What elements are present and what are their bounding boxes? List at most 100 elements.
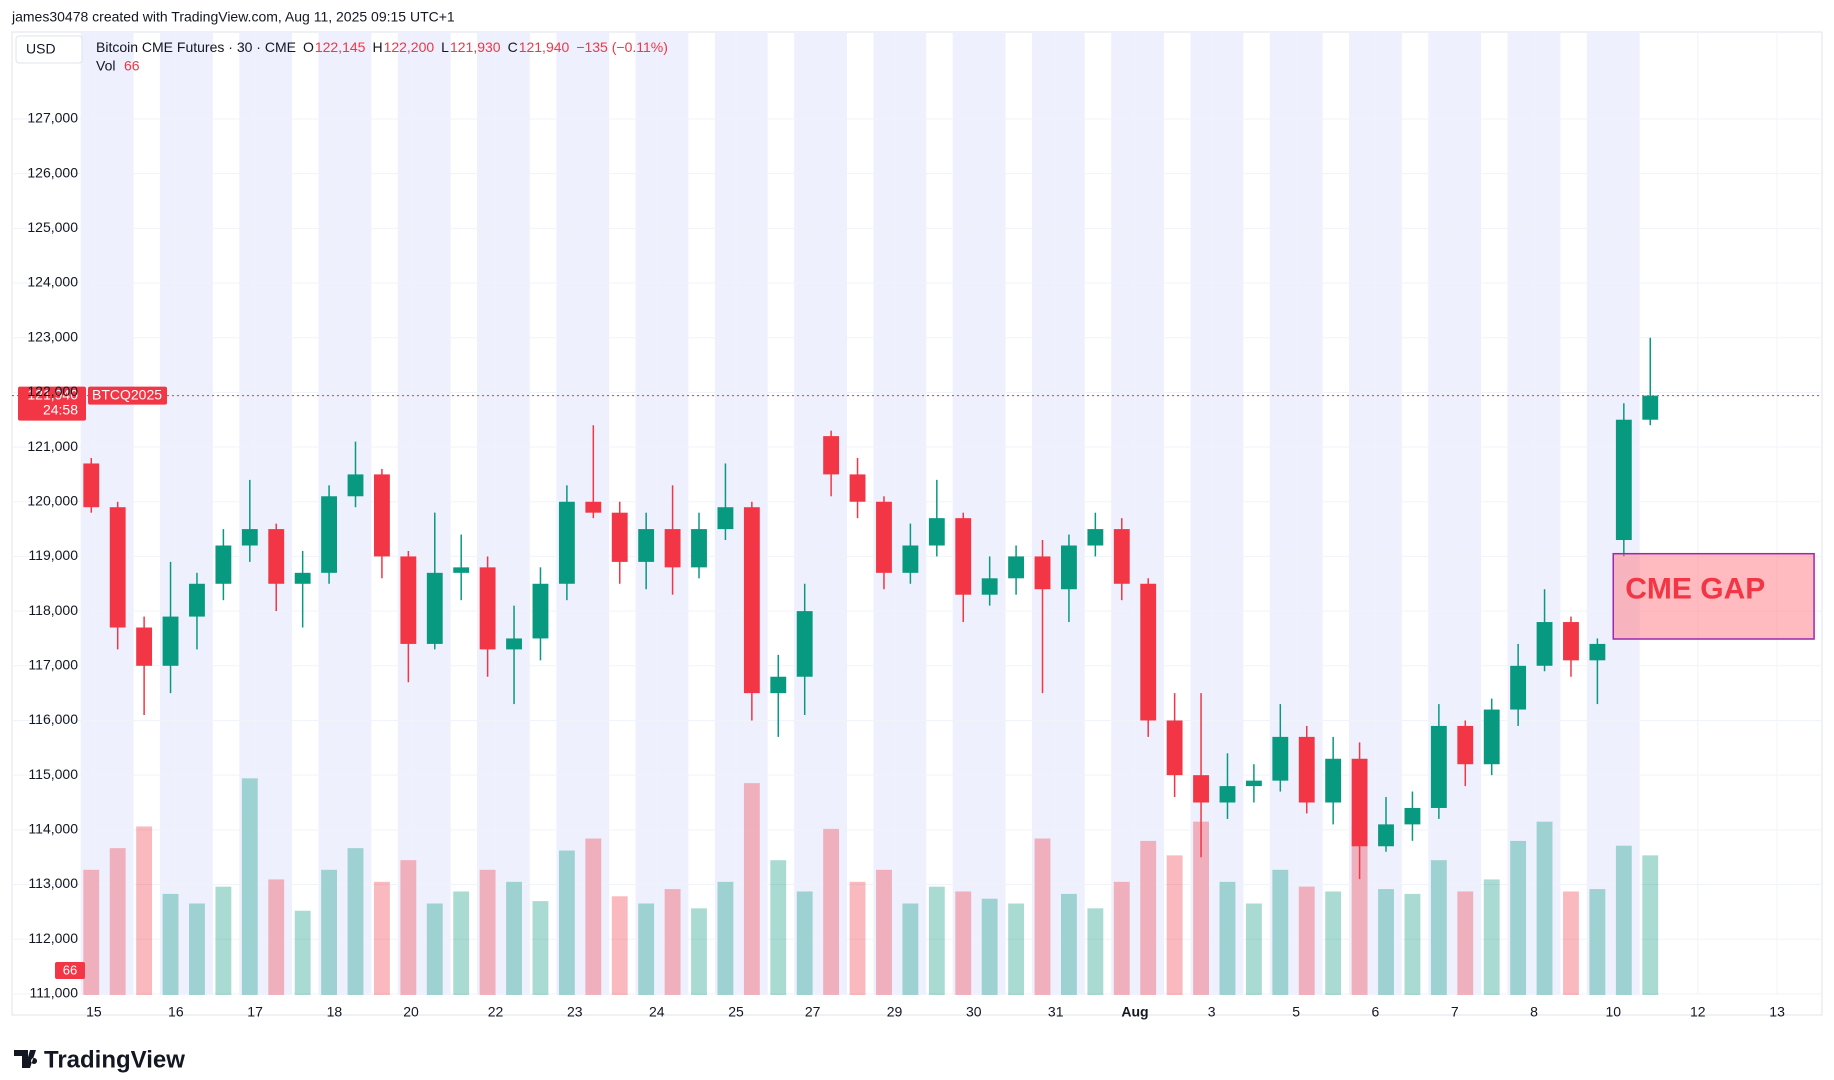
candle-body xyxy=(849,474,866,502)
candle-body xyxy=(1563,622,1579,661)
y-tick-label: 116,000 xyxy=(28,711,78,727)
volume-bar xyxy=(162,893,179,995)
x-tick-label: 5 xyxy=(1292,1004,1300,1020)
candle-body xyxy=(1483,709,1500,765)
candles xyxy=(83,337,1659,880)
candle-body xyxy=(1642,395,1659,420)
volume-legend-name: Vol xyxy=(96,58,115,74)
symbol-tag: BTCQ2025 xyxy=(92,386,162,402)
session-band xyxy=(159,32,213,995)
legend-value: 121,940 xyxy=(519,39,570,55)
volume-bar xyxy=(770,860,787,995)
candle-body xyxy=(189,583,205,617)
volume-bar xyxy=(1193,821,1209,995)
candle-body xyxy=(1061,545,1077,590)
candle-body xyxy=(1272,736,1289,781)
candle-body xyxy=(902,545,919,573)
candle-body xyxy=(585,501,602,513)
x-tick-label: 25 xyxy=(728,1004,744,1020)
y-tick-label: 121,000 xyxy=(27,438,78,454)
x-tick-label: 8 xyxy=(1530,1004,1538,1020)
y-tick-label: 118,000 xyxy=(28,602,78,618)
volume-bar xyxy=(347,848,364,995)
y-tick-label: 125,000 xyxy=(27,219,78,235)
candle-body xyxy=(215,545,232,584)
legend-key: L xyxy=(441,39,449,55)
candle-body xyxy=(532,583,549,639)
y-tick-label: 117,000 xyxy=(28,657,78,673)
volume-bar xyxy=(136,826,153,995)
volume-bar xyxy=(876,869,892,995)
volume-bar xyxy=(1113,881,1130,995)
volume-bar xyxy=(638,903,655,995)
volume-bar xyxy=(1166,855,1183,995)
last-price-label: 121,940 xyxy=(27,386,78,402)
volume-bar xyxy=(1483,879,1500,995)
volume-bar xyxy=(453,891,470,995)
volume-bar xyxy=(1298,886,1315,995)
currency-box[interactable] xyxy=(15,35,83,64)
legend: Bitcoin CME Futures · 30 · CME O122,145 H1… xyxy=(96,39,668,55)
volume-bar xyxy=(849,881,866,995)
volume-bar xyxy=(1404,893,1421,995)
legend-value: 121,930 xyxy=(450,39,501,55)
volume-bar xyxy=(506,881,522,995)
volume-bar xyxy=(532,901,549,995)
volume-bar xyxy=(189,903,205,995)
volume-bar xyxy=(1510,840,1527,995)
candle-body xyxy=(1404,807,1421,825)
candle-body xyxy=(453,567,470,573)
volume-bar xyxy=(928,886,945,995)
y-tick-label: 120,000 xyxy=(27,492,78,508)
candle-body xyxy=(664,529,681,568)
candle-body xyxy=(1510,665,1527,710)
candle-body xyxy=(955,518,972,595)
candle-body xyxy=(136,627,153,666)
volume-bar xyxy=(981,898,998,995)
candle-body xyxy=(1034,556,1051,590)
x-tick-label: 27 xyxy=(805,1004,821,1020)
candle-body xyxy=(1245,780,1262,787)
volume-bar xyxy=(241,778,258,995)
y-tick-label: 115,000 xyxy=(28,766,78,782)
volume-bar xyxy=(1140,840,1157,995)
volume-bar xyxy=(611,896,628,995)
y-tick-label: 126,000 xyxy=(27,164,78,180)
candle-body xyxy=(1430,725,1447,808)
x-tick-label: 13 xyxy=(1769,1004,1785,1020)
legend-key: O xyxy=(303,39,314,55)
volume-bar xyxy=(796,891,813,995)
candle-body xyxy=(717,507,734,530)
volume-bar xyxy=(1430,860,1447,995)
volume-bar xyxy=(321,869,338,995)
candle-body xyxy=(981,578,998,595)
volume-bar xyxy=(1589,889,1606,995)
candle-body xyxy=(611,512,628,562)
volume-bar xyxy=(1034,838,1051,995)
x-tick-label: 17 xyxy=(247,1004,263,1020)
volume-bar xyxy=(400,860,417,995)
x-tick-label: 31 xyxy=(1048,1004,1064,1020)
candle-body xyxy=(1615,419,1632,541)
candle-body xyxy=(109,507,126,628)
volume-bar xyxy=(1378,889,1394,995)
x-tick-label: 29 xyxy=(887,1004,903,1020)
volume-last: 66 xyxy=(63,962,77,977)
candle-body xyxy=(558,501,575,584)
candle-body xyxy=(691,529,707,568)
candle-body xyxy=(770,676,787,694)
candle-body xyxy=(1087,529,1104,546)
session-band xyxy=(635,32,689,995)
candle-body xyxy=(506,638,522,650)
candle-body xyxy=(1113,529,1130,584)
candle-body xyxy=(1589,643,1606,661)
candle-body xyxy=(1457,725,1474,765)
session-bands xyxy=(80,32,1640,995)
x-tick-label: 23 xyxy=(567,1004,583,1020)
footer: TradingView xyxy=(44,1046,185,1073)
y-tick-label: 124,000 xyxy=(27,274,78,290)
gap-box xyxy=(1612,552,1815,640)
y-tick-label: 114,000 xyxy=(28,821,78,837)
volume-bar xyxy=(294,910,311,995)
y-tick-label: 123,000 xyxy=(27,328,78,344)
